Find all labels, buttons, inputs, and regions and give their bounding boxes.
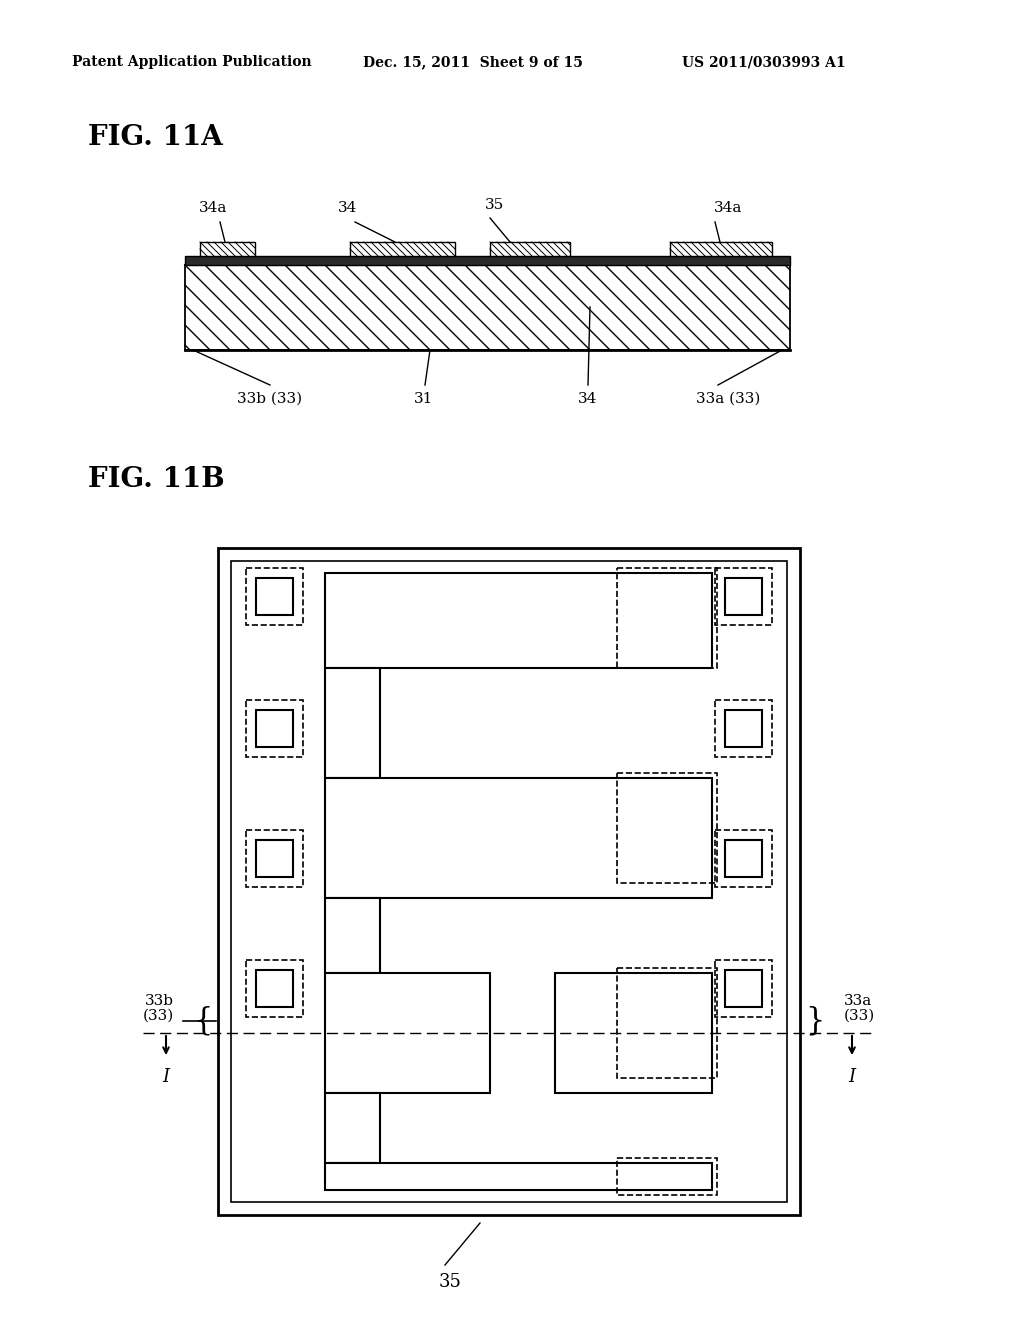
Bar	[246, 568, 303, 624]
Bar	[256, 970, 293, 1007]
Bar	[185, 256, 790, 265]
Text: 35: 35	[438, 1272, 462, 1291]
Bar	[715, 568, 772, 624]
Bar	[715, 960, 772, 1016]
Text: 34a: 34a	[199, 201, 227, 215]
Text: (33): (33)	[844, 1008, 876, 1023]
Bar	[617, 1158, 717, 1195]
Bar	[246, 960, 303, 1016]
Bar	[185, 265, 790, 350]
Bar	[325, 1093, 380, 1163]
Text: FIG. 11B: FIG. 11B	[88, 466, 224, 492]
Bar	[715, 830, 772, 887]
Text: (33): (33)	[142, 1008, 174, 1023]
Text: FIG. 11A: FIG. 11A	[88, 124, 223, 150]
Text: I: I	[163, 1068, 170, 1086]
Bar	[725, 710, 762, 747]
Text: 33b: 33b	[145, 994, 174, 1008]
Text: 33a: 33a	[844, 994, 872, 1008]
Bar	[325, 898, 380, 973]
Text: 35: 35	[485, 198, 505, 213]
Bar	[256, 578, 293, 615]
Bar	[617, 774, 717, 883]
Bar	[617, 568, 717, 668]
Text: 33b (33): 33b (33)	[238, 392, 302, 407]
Bar	[218, 548, 800, 1214]
Text: 34a: 34a	[714, 201, 742, 215]
Bar	[325, 573, 712, 668]
Bar	[490, 242, 570, 256]
Bar	[617, 968, 717, 1078]
Text: 31: 31	[415, 392, 434, 407]
Bar	[715, 700, 772, 756]
Bar	[325, 777, 712, 898]
Text: {: {	[194, 1006, 213, 1036]
Bar	[246, 830, 303, 887]
Bar	[725, 840, 762, 876]
Bar	[246, 700, 303, 756]
Text: 34: 34	[338, 201, 357, 215]
Bar	[325, 668, 380, 777]
Bar	[256, 840, 293, 876]
Text: 33a (33): 33a (33)	[696, 392, 760, 407]
Bar	[670, 242, 772, 256]
Text: Patent Application Publication: Patent Application Publication	[72, 55, 311, 69]
Text: I: I	[849, 1068, 856, 1086]
Bar	[555, 973, 712, 1093]
Bar	[256, 710, 293, 747]
Bar	[200, 242, 255, 256]
Text: US 2011/0303993 A1: US 2011/0303993 A1	[682, 55, 846, 69]
Bar	[350, 242, 455, 256]
Text: 34: 34	[579, 392, 598, 407]
Bar	[725, 578, 762, 615]
Text: Dec. 15, 2011  Sheet 9 of 15: Dec. 15, 2011 Sheet 9 of 15	[362, 55, 583, 69]
Text: }: }	[805, 1006, 824, 1036]
Bar	[325, 1163, 712, 1191]
Bar	[725, 970, 762, 1007]
Bar	[325, 973, 490, 1093]
Bar	[231, 561, 787, 1203]
